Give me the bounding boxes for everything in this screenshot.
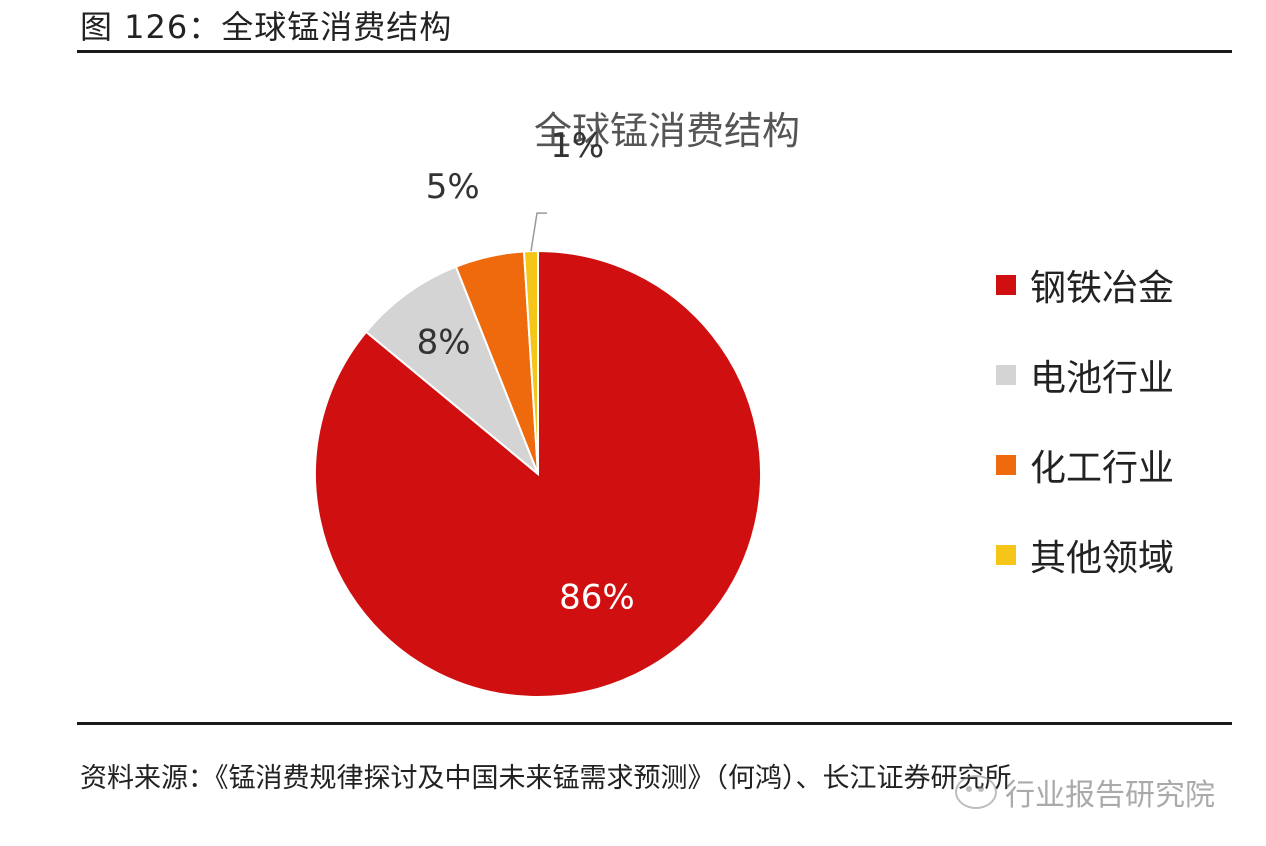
leader-line-other (530, 212, 547, 252)
legend-label-battery: 电池行业 (1030, 358, 1175, 399)
figure-title: 图 126：全球锰消费结构 (80, 8, 453, 46)
pie-slices (314, 249, 762, 698)
pie-slice-other (522, 249, 539, 475)
watermark: 行业报告研究院 (955, 770, 1215, 814)
data-label-chemical: 5% (426, 167, 480, 207)
legend-label-other: 其他领域 (1030, 538, 1175, 579)
legend-item-battery: 电池行业 (996, 350, 1174, 400)
legend-item-steel: 钢铁冶金 (996, 260, 1174, 310)
data-label-other: 1% (550, 126, 604, 166)
legend-swatch-chemical (996, 455, 1016, 475)
legend-item-chemical: 化工行业 (996, 440, 1174, 490)
data-label-steel: 86% (559, 578, 635, 618)
legend-swatch-battery (996, 365, 1016, 385)
legend-label-steel: 钢铁冶金 (1030, 268, 1175, 309)
chart-title: 全球锰消费结构 (533, 109, 800, 153)
watermark-text: 行业报告研究院 (1005, 778, 1215, 813)
pie-data-labels: 86% 8% 5% 1% (417, 126, 635, 618)
legend-label-chemical: 化工行业 (1030, 448, 1175, 489)
legend-item-other: 其他领域 (996, 530, 1174, 580)
source-note: 资料来源：《锰消费规律探讨及中国未来锰需求预测》（何鸿）、长江证券研究所 (80, 763, 1012, 794)
pie-slice-battery (364, 265, 539, 475)
bottom-rule (77, 722, 1232, 725)
pie-leader-lines (530, 212, 547, 252)
legend-swatch-other (996, 545, 1016, 565)
data-label-battery: 8% (417, 323, 471, 363)
legend-swatch-steel (996, 275, 1016, 295)
top-rule (77, 50, 1232, 53)
wechat-icon (955, 775, 997, 809)
